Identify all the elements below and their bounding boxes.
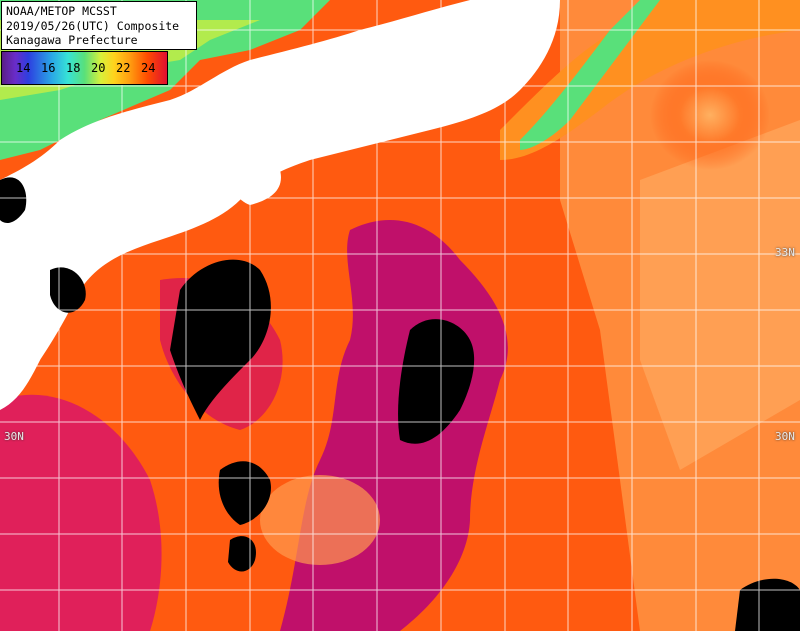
legend-tick: 18 [66, 61, 81, 75]
legend-tick: 24 [141, 61, 156, 75]
land-island [228, 153, 281, 205]
legend-tick: 14 [16, 61, 31, 75]
legend-tick: 20 [91, 61, 106, 75]
sw-warm-region [0, 394, 162, 631]
cloud-south-small [228, 536, 256, 572]
coastal-cool-east [520, 0, 660, 150]
title-line-3: Kanagawa Prefecture [6, 33, 138, 47]
lat-label-33n-right: 33N [775, 246, 795, 259]
cloud-kyushu [0, 177, 27, 223]
eastern-warm-band [640, 120, 800, 470]
coastal-orange [500, 0, 800, 160]
title-line-1: NOAA/METOP MCSST [6, 4, 117, 18]
legend-tick: 16 [41, 61, 56, 75]
legend-tick: 22 [116, 61, 131, 75]
cloud-south [218, 461, 271, 525]
color-legend: 14 16 18 20 22 24 [1, 51, 168, 85]
cloud-se [735, 578, 800, 631]
eddy [650, 60, 770, 170]
cloud-central [398, 319, 475, 444]
title-box: NOAA/METOP MCSST 2019/05/26(UTC) Composi… [1, 1, 197, 50]
land-kyushu [0, 236, 52, 400]
land-honshu [0, 0, 560, 410]
title-line-2: 2019/05/26(UTC) Composite [6, 18, 180, 33]
cloud-west [170, 259, 271, 420]
lat-label-30n-left: 30N [4, 430, 24, 443]
lat-label-30n-right: 30N [775, 430, 795, 443]
warm-pool [260, 475, 380, 565]
land-islet [340, 95, 365, 120]
